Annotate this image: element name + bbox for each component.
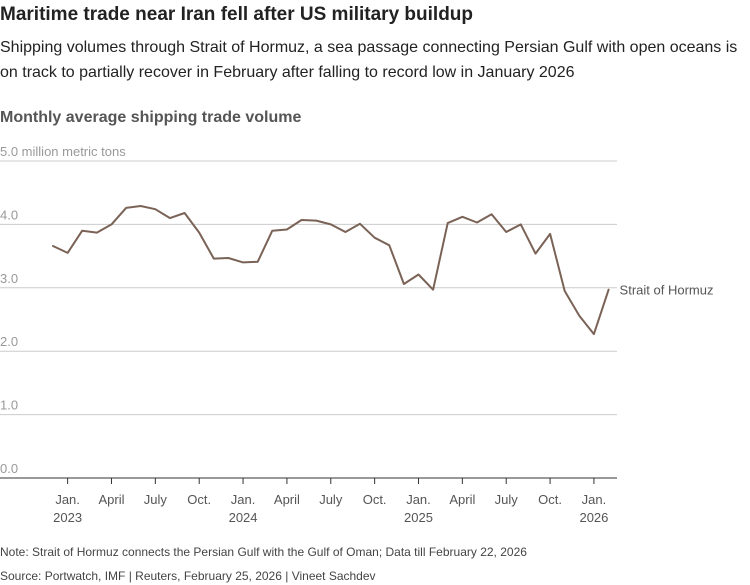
- x-tick-label: July: [495, 492, 519, 507]
- x-tick-label: Jan.: [406, 492, 431, 507]
- series-line-strait-of-hormuz: [52, 205, 610, 336]
- y-tick-label: 2.0: [0, 334, 18, 349]
- x-tick-label: April: [274, 492, 300, 507]
- chart-title: Maritime trade near Iran fell after US m…: [0, 4, 474, 25]
- x-tick-label: Jan.: [582, 492, 607, 507]
- x-tick-year-label: 2026: [579, 510, 608, 525]
- y-tick-label: 4.0: [0, 207, 18, 222]
- plot-title: Monthly average shipping trade volume: [0, 109, 302, 126]
- x-tick-label: April: [98, 492, 124, 507]
- y-tick-label: 0.0: [0, 461, 18, 476]
- chart-subtitle: Shipping volumes through Strait of Hormu…: [0, 39, 738, 81]
- x-tick-label: July: [319, 492, 343, 507]
- source-credit: Source: Portwatch, IMF | Reuters, Februa…: [0, 569, 376, 583]
- x-tick-year-label: 2023: [53, 510, 82, 525]
- x-tick-label: Oct.: [538, 492, 562, 507]
- x-tick-year-label: 2024: [229, 510, 258, 525]
- series-group: Strait of Hormuz: [52, 205, 714, 336]
- x-tick-label: April: [449, 492, 475, 507]
- series-label: Strait of Hormuz: [620, 283, 714, 298]
- y-axis-labels: 5.0 million metric tons 4.0 3.0 2.0 1.0 0.0: [0, 144, 126, 476]
- x-tick-label: Oct.: [187, 492, 211, 507]
- gridlines: [0, 160, 617, 416]
- y-tick-label: 3.0: [0, 271, 18, 286]
- y-tick-label: 1.0: [0, 398, 18, 413]
- line-chart: 5.0 million metric tons 4.0 3.0 2.0 1.0 0.0 J…: [0, 144, 714, 525]
- x-tick-label: Jan.: [231, 492, 256, 507]
- x-tick-label: July: [144, 492, 168, 507]
- x-tick-label: Oct.: [363, 492, 387, 507]
- x-tick-year-label: 2025: [404, 510, 433, 525]
- y-tick-label: 5.0 million metric tons: [0, 144, 126, 159]
- footnote: Note: Strait of Hormuz connects the Pers…: [0, 545, 527, 559]
- x-tick-label: Jan.: [55, 492, 80, 507]
- x-axis: Jan. 2023 April July Oct. Jan. 2024 April July Oc…: [0, 477, 617, 525]
